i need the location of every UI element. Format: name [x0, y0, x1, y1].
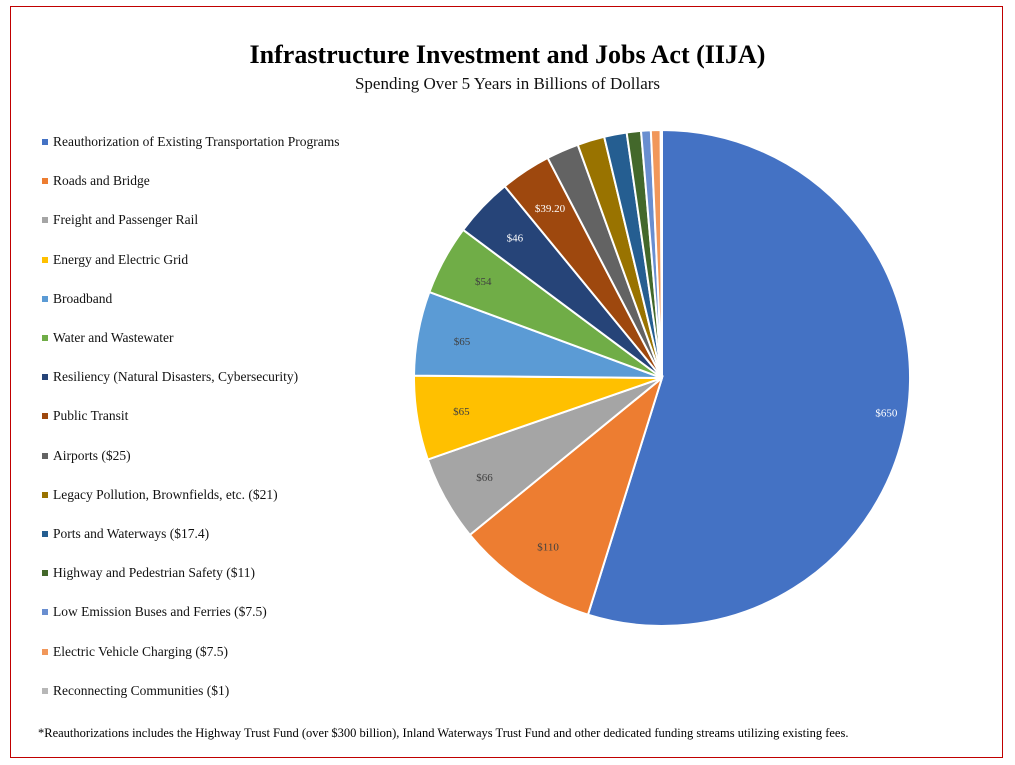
legend-item: Energy and Electric Grid: [42, 250, 188, 270]
legend-label: Public Transit: [53, 408, 129, 424]
legend-item: Ports and Waterways ($17.4): [42, 524, 209, 544]
pie-slice: [468, 375, 664, 616]
legend-item: Airports ($25): [42, 446, 131, 466]
legend-label: Legacy Pollution, Brownfields, etc. ($21…: [53, 486, 278, 502]
legend-swatch: [42, 256, 48, 263]
legend-swatch: [42, 570, 48, 577]
legend-swatch: [42, 295, 48, 302]
legend-item: Highway and Pedestrian Safety ($11): [42, 563, 255, 583]
legend-swatch: [42, 687, 48, 694]
slice-data-label: $65: [454, 336, 471, 348]
legend-item: Low Emission Buses and Ferries ($7.5): [42, 602, 267, 622]
legend-swatch: [42, 452, 48, 459]
pie-slice: [659, 128, 663, 379]
legend-swatch: [42, 374, 48, 381]
legend-item: Reauthorization of Existing Transportati…: [42, 132, 339, 152]
legend-label: Low Emission Buses and Ferries ($7.5): [53, 604, 267, 620]
slice-data-label: $110: [537, 541, 559, 553]
legend-label: Reconnecting Communities ($1): [53, 682, 230, 698]
legend-swatch: [42, 217, 48, 224]
legend-item: Water and Wastewater: [42, 328, 174, 348]
legend-swatch: [42, 491, 48, 498]
slice-data-label: $39.20: [535, 203, 566, 215]
pie-slice: [586, 128, 911, 627]
slice-data-label: $66: [476, 472, 493, 484]
legend-label: Broadband: [53, 290, 113, 306]
legend-item: Broadband: [42, 289, 112, 309]
legend-swatch: [42, 609, 48, 616]
legend-label: Ports and Waterways ($17.4): [53, 526, 210, 541]
legend-label: Freight and Passenger Rail: [53, 212, 199, 228]
slice-data-label: $54: [475, 276, 492, 288]
legend-label: Reauthorization of Existing Transportati…: [53, 134, 340, 149]
chart-title: Infrastructure Investment and Jobs Act (…: [249, 40, 766, 69]
legend-label: Airports ($25): [53, 447, 131, 463]
legend-item: Freight and Passenger Rail: [42, 210, 198, 230]
legend-swatch: [42, 531, 48, 537]
slice-data-label: $65: [453, 406, 470, 418]
chart-subtitle: Spending Over 5 Years in Billions of Dol…: [354, 74, 661, 93]
chart-footnote: *Reauthorizations includes the Highway T…: [38, 726, 849, 740]
legend-item: Roads and Bridge: [42, 171, 150, 191]
legend-label: Roads and Bridge: [53, 173, 150, 189]
legend-swatch: [42, 178, 48, 185]
legend-swatch: [42, 335, 48, 341]
legend-label: Water and Wastewater: [53, 330, 174, 345]
slice-data-label: $650: [875, 407, 898, 419]
legend-item: Public Transit: [42, 406, 128, 426]
legend-swatch: [42, 648, 48, 655]
legend-label: Electric Vehicle Charging ($7.5): [53, 643, 228, 659]
legend-item: Reconnecting Communities ($1): [42, 681, 229, 701]
legend-item: Electric Vehicle Charging ($7.5): [42, 642, 228, 662]
legend-swatch: [42, 139, 48, 145]
legend-item: Resiliency (Natural Disasters, Cybersecu…: [42, 367, 298, 387]
legend-item: Legacy Pollution, Brownfields, etc. ($21…: [42, 485, 278, 505]
legend-label: Energy and Electric Grid: [53, 251, 189, 267]
legend-label: Resiliency (Natural Disasters, Cybersecu…: [53, 369, 299, 385]
slice-data-label: $46: [507, 233, 524, 245]
legend-swatch: [42, 413, 48, 420]
legend-label: Highway and Pedestrian Safety ($11): [53, 565, 255, 581]
